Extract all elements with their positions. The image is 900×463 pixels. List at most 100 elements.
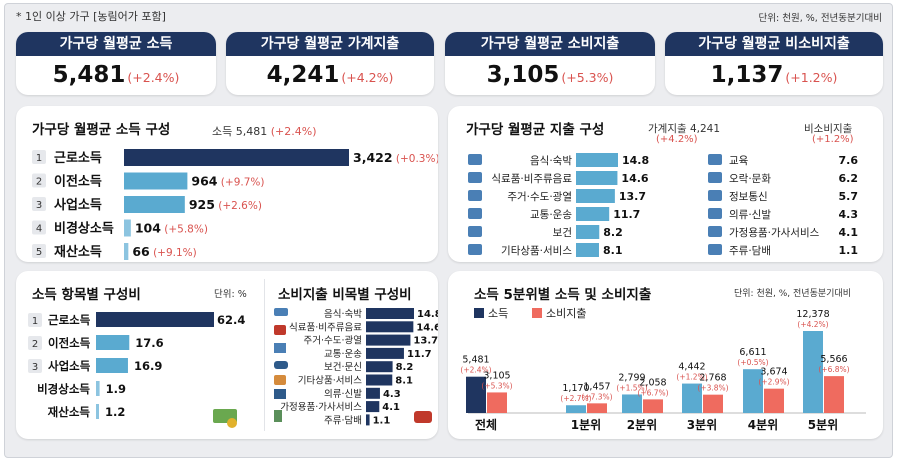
income-change: (+9.7%) — [217, 177, 264, 189]
expense-value-label: 14.6 — [621, 172, 648, 185]
expense-composition-panel: 가구당 월평균 지출 구성 가계지출 4,241 (+4.2%) 비소비지출 (… — [448, 106, 883, 262]
income-bar — [124, 243, 129, 260]
graduation-cap-icon — [708, 154, 722, 165]
ratio-unit: 단위: % — [214, 289, 247, 300]
ratio-panel-title: 소득 항목별 구성비 — [32, 287, 141, 303]
income-category-label: 재산소득 — [54, 244, 102, 260]
income-change: (+9.1%) — [150, 247, 197, 259]
cons-ratio-category-label: 식료품·비주류음료 — [289, 322, 362, 333]
income-value: 964 — [191, 174, 217, 189]
expense-category-label: 보건 — [553, 227, 572, 239]
quintile-income-change: (+0.5%) — [737, 358, 768, 367]
income-value: 925 — [189, 197, 215, 212]
nonconsumption-label: 비소비지출 — [804, 123, 853, 135]
quintile-income-value: 1,170 — [562, 383, 589, 394]
income-rank-box — [32, 244, 46, 258]
cons-ratio-category-label: 음식·숙박 — [324, 309, 362, 320]
cons-ratio-value-label: 11.7 — [407, 349, 432, 360]
cons-ratio-bar — [366, 347, 404, 359]
gift-box-icon — [468, 244, 482, 255]
kpi-label: 가구당 월평균 소득 — [16, 32, 216, 56]
income-total-label: 소득 5,481 — [212, 125, 268, 138]
income-category-label: 사업소득 — [54, 197, 102, 213]
income-change: (+0.3%) — [393, 153, 438, 165]
quintile-consumption-value: 3,105 — [483, 370, 510, 381]
ratio-bar — [96, 312, 214, 327]
legend-consumption-swatch — [532, 308, 542, 318]
quintile-category-label: 2분위 — [627, 418, 657, 432]
ratio-rank-box — [28, 336, 42, 350]
quintile-consumption-change: (+7.3%) — [581, 392, 612, 401]
ratio-rank: 3 — [32, 362, 38, 373]
quintile-income-change: (+4.2%) — [797, 320, 828, 329]
quintile-income-change: (+2.7%) — [560, 394, 591, 403]
ratio-bar — [96, 358, 128, 373]
kpi-change: (+2.4%) — [127, 70, 180, 85]
quintile-consumption-bar — [824, 376, 844, 413]
ratio-rank: 1 — [32, 316, 38, 327]
household-expense-label: 가계지출 4,241 — [648, 123, 721, 135]
income-bar — [124, 149, 349, 166]
income-bar — [124, 172, 188, 190]
kpi-value: 1,137 — [710, 62, 784, 88]
income-bar — [124, 196, 185, 213]
cons-ratio-category-label: 주거·수도·광열 — [304, 335, 362, 347]
household-note: * 1인 이상 가구 [농림어가 포함] — [16, 10, 166, 23]
quintile-consumption-bar — [764, 388, 784, 413]
expense-category-label: 기타상품·서비스 — [501, 245, 572, 257]
quintile-consumption-change: (+2.9%) — [758, 378, 789, 387]
ratio-rank: 2 — [32, 339, 38, 350]
cons-ratio-bar — [366, 401, 380, 413]
income-category-label: 비경상소득 — [54, 221, 114, 237]
ratio-charts: 1 근로소득 62.4 2 이전소득 17.6 3 사업소득 16.9 비경상소득 1.9 재산소득 1… — [28, 308, 438, 428]
expense-bar — [576, 189, 615, 203]
ratio-bar — [96, 381, 100, 396]
ratio-category-label: 사업소득 — [48, 359, 91, 373]
expense-category-label: 교통·운송 — [530, 209, 572, 221]
expense-composition-chart: 음식·숙박 14.8 식료품·비주류음료 14.6 주거·수도·광열 13.7 교통·운송 1… — [468, 153, 858, 257]
car-icon — [468, 208, 482, 219]
ratio-panel: 소득 항목별 구성비 단위: % 소비지출 비목별 구성비 1 근로소득 62.4 2… — [16, 271, 438, 439]
cons-ratio-bar — [366, 361, 393, 373]
cons-ratio-category-label: 기타상품·서비스 — [298, 376, 362, 387]
income-rank: 4 — [36, 224, 42, 235]
bed-icon — [274, 308, 288, 316]
ratio-value-label: 62.4 — [217, 313, 245, 327]
cons-ratio-value-label: 14.6 — [416, 322, 438, 333]
income-rank: 2 — [36, 177, 42, 188]
ratio-category-label: 이전소득 — [48, 336, 91, 350]
quintile-unit: 단위: 천원, %, 전년동분기대비 — [734, 289, 851, 299]
income-value-label: 925 (+2.6%) — [189, 197, 262, 212]
expense-bar — [576, 225, 600, 239]
income-value: 66 — [132, 244, 150, 259]
quintile-income-value: 12,378 — [796, 309, 829, 320]
quintile-consumption-bar — [487, 392, 507, 413]
cons-ratio-value-label: 13.7 — [413, 336, 438, 347]
cons-ratio-bar — [366, 321, 414, 333]
ratio-rank-box — [28, 313, 42, 327]
kpi-value: 5,481 — [52, 62, 126, 88]
cons-ratio-value-label: 14.8 — [417, 309, 438, 320]
quintile-chart: 소득 소비지출5,481(+2.4%)3,105(+5.3%)전체1,170(+2… — [460, 307, 866, 432]
quintile-category-label: 3분위 — [687, 418, 717, 432]
quintile-income-value: 6,611 — [739, 347, 766, 358]
ratio-category-label: 재산소득 — [48, 405, 91, 419]
cons-ratio-value-label: 1.1 — [373, 415, 391, 426]
ratio-value-label: 1.9 — [106, 382, 126, 396]
quintile-income-change: (+1.2%) — [676, 373, 707, 382]
cons-ratio-bar — [366, 308, 414, 319]
cons-ratio-category-label: 가정용품·가사서비스 — [280, 402, 362, 413]
cons-ratio-value-label: 4.3 — [383, 389, 401, 400]
income-value: 3,422 — [353, 150, 393, 165]
camera-icon — [708, 172, 722, 183]
vacuum-icon — [414, 411, 432, 423]
cons-ratio-bar — [366, 374, 393, 386]
legend-income-swatch — [474, 308, 484, 318]
quintile-income-bar — [466, 376, 486, 413]
phone-icon — [708, 190, 722, 201]
nonconsumption-change: (+1.2%) — [812, 134, 854, 145]
grocery-icon — [468, 172, 482, 183]
expense-bar — [576, 207, 610, 221]
kpi-card-household-expense: 가구당 월평균 가계지출 4,241 (+4.2%) — [226, 32, 434, 95]
income-bar — [124, 219, 131, 237]
